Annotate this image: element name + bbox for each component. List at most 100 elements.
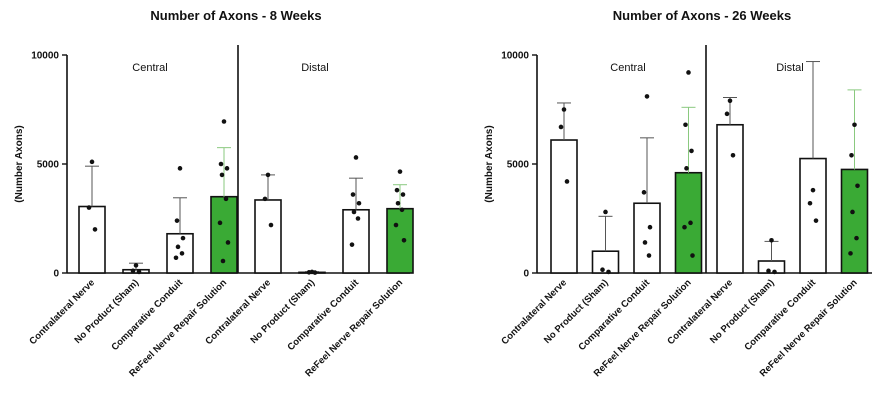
category-label: ReFeel Nerve Repair Solution (303, 277, 405, 379)
data-point (769, 238, 774, 243)
data-point (350, 192, 356, 197)
data-point (268, 222, 274, 228)
data-point (690, 253, 695, 258)
data-point (86, 205, 92, 210)
data-point (813, 218, 819, 223)
bar (254, 199, 282, 274)
data-point (312, 270, 318, 275)
bar (799, 157, 827, 274)
data-point (848, 251, 853, 256)
region-label-distal: Distal (776, 62, 804, 74)
data-point (265, 172, 271, 178)
data-point (641, 190, 647, 195)
region-label-distal: Distal (301, 62, 329, 74)
chart-title: Number of Axons - 8 Weeks (150, 8, 321, 23)
data-point (686, 70, 691, 75)
data-point (564, 179, 570, 184)
data-point (603, 209, 608, 215)
data-point (262, 196, 268, 202)
data-point (395, 200, 401, 206)
data-point (223, 196, 229, 202)
y-tick-label: 5000 (37, 160, 60, 171)
y-axis-label: (Number Axons) (484, 125, 495, 202)
data-point (399, 207, 405, 213)
bar (840, 168, 869, 274)
category-label: Comparative Conduit (109, 277, 185, 353)
bar (757, 260, 786, 274)
data-point (642, 240, 648, 245)
data-point (351, 209, 357, 215)
data-point (730, 152, 736, 158)
data-point (727, 98, 733, 104)
data-point (682, 224, 687, 230)
data-point (688, 220, 693, 226)
data-point (130, 268, 136, 274)
region-label-central: Central (610, 62, 645, 74)
data-point (393, 222, 399, 228)
data-point (174, 218, 180, 223)
bar (716, 123, 744, 274)
data-point (224, 166, 230, 171)
data-point (810, 187, 816, 193)
chart-title: Number of Axons - 26 Weeks (613, 8, 791, 23)
bar (386, 207, 414, 274)
data-point (852, 122, 857, 128)
y-tick-label: 10000 (31, 51, 59, 62)
data-point (600, 267, 605, 273)
data-point (355, 216, 361, 221)
data-point (394, 187, 400, 193)
data-point (558, 124, 564, 130)
data-point (133, 263, 139, 268)
data-point (177, 166, 183, 171)
category-label: Comparative Conduit (285, 277, 361, 353)
data-point (220, 258, 226, 264)
bar (122, 268, 150, 274)
data-point (356, 200, 362, 206)
data-point (647, 224, 653, 230)
data-point (854, 235, 859, 241)
data-point (179, 251, 185, 256)
data-point (173, 255, 179, 261)
data-point (397, 169, 403, 174)
bar (591, 250, 620, 274)
data-point (175, 244, 181, 250)
data-point (606, 269, 611, 275)
bar (78, 205, 106, 274)
data-point (849, 152, 854, 158)
chart-1: Number of Axons - 8 Weeks (Number Axons) 0… (14, 8, 414, 379)
data-point (92, 227, 98, 232)
data-point (724, 111, 730, 117)
data-point (401, 238, 407, 243)
data-point (561, 107, 567, 112)
data-point (689, 148, 694, 154)
data-point (683, 122, 688, 128)
category-label: Comparative Conduit (742, 277, 818, 353)
data-point (850, 209, 855, 215)
data-point (219, 172, 225, 178)
y-tick-label: 0 (53, 269, 59, 280)
data-point (180, 235, 186, 241)
data-point (136, 269, 142, 275)
data-point (353, 155, 359, 160)
data-point (400, 192, 406, 197)
chart-2: Number of Axons - 26 Weeks (Number Axons)… (484, 8, 872, 379)
data-point (217, 220, 223, 226)
data-point (89, 159, 95, 165)
y-tick-label: 10000 (501, 51, 529, 62)
data-point (225, 240, 231, 245)
y-tick-label: 0 (523, 269, 529, 280)
data-point (807, 200, 813, 206)
data-point (646, 253, 652, 258)
y-tick-label: 5000 (507, 160, 530, 171)
bar (550, 139, 578, 274)
region-label-central: Central (132, 62, 167, 74)
data-point (855, 183, 860, 189)
data-point (306, 270, 312, 275)
category-label: Comparative Conduit (576, 277, 652, 353)
data-point (218, 161, 224, 167)
data-point (684, 166, 689, 171)
data-point (644, 94, 650, 99)
y-axis-label: (Number Axons) (14, 125, 25, 202)
